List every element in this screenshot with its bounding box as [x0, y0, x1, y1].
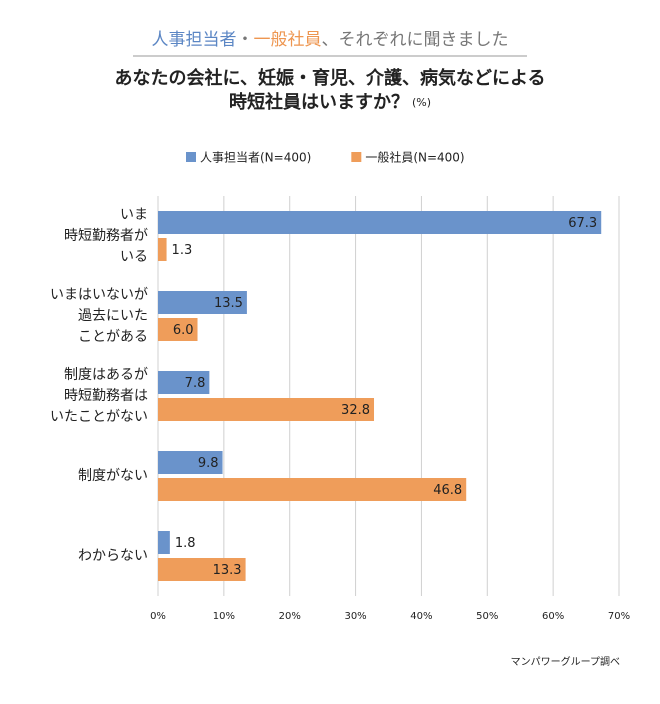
y-tick-label-line: いま	[120, 207, 148, 223]
x-tick-label: 0%	[150, 611, 166, 622]
bar	[158, 371, 210, 394]
subtitle: 人事担当者・一般社員、それぞれに聞きました	[152, 30, 509, 50]
bar	[158, 478, 467, 501]
bar	[158, 451, 223, 474]
value-label: 13.5	[214, 296, 243, 311]
y-tick-label-line: わからない	[78, 548, 148, 564]
bar	[158, 291, 247, 314]
value-label: 13.3	[213, 563, 242, 578]
subtitle-part: 一般社員	[254, 30, 322, 50]
chart-title: 時短社員はいますか？	[229, 91, 409, 113]
subtitle-part: 、それぞれに聞きました	[322, 30, 509, 50]
y-tick-label-line: 過去にいた	[78, 308, 148, 324]
value-label: 9.8	[198, 456, 219, 471]
y-tick-label-line: いる	[120, 249, 148, 265]
y-tick-label-line: いたことがない	[50, 409, 148, 425]
x-tick-label: 30%	[344, 611, 366, 622]
chart-title: 時短社員はいますか？ (%)	[229, 91, 431, 113]
bar	[158, 211, 602, 234]
x-tick-label: 10%	[213, 611, 235, 622]
source: マンパワーグループ調べ	[511, 655, 620, 668]
y-tick-label-line: 時短勤務者は	[64, 388, 148, 404]
bar	[158, 558, 246, 581]
x-tick-label: 60%	[542, 611, 564, 622]
unit: (%)	[412, 96, 431, 109]
y-tick-label-line: ことがある	[78, 329, 148, 345]
y-tick-label: いまはいないが過去にいたことがある	[50, 287, 148, 345]
value-label: 46.8	[433, 483, 462, 498]
subtitle-part: 人事担当者	[152, 30, 237, 50]
legend-swatch	[186, 152, 196, 162]
x-tick-label: 50%	[476, 611, 498, 622]
value-label: 1.3	[172, 243, 193, 258]
legend-label: 人事担当者(N=400)	[200, 151, 311, 165]
y-tick-label-line: 制度がない	[78, 468, 148, 484]
y-tick-label-line: いまはいないが	[50, 287, 148, 303]
x-tick-label: 40%	[410, 611, 432, 622]
value-label: 1.8	[175, 536, 196, 551]
x-tick-label: 20%	[279, 611, 301, 622]
bar	[158, 238, 167, 261]
value-label: 67.3	[568, 216, 597, 231]
x-tick-label: 70%	[608, 611, 630, 622]
y-tick-label: 制度がない	[78, 468, 148, 484]
bar	[158, 318, 198, 341]
y-tick-label-line: 制度はあるが	[64, 367, 148, 383]
legend-label: 一般社員(N=400)	[365, 150, 464, 165]
legend-swatch	[351, 152, 362, 162]
y-tick-label-line: 時短勤務者が	[64, 228, 148, 244]
y-tick-label: 制度はあるが時短勤務者はいたことがない	[50, 367, 148, 425]
value-label: 32.8	[341, 403, 370, 418]
y-tick-label: わからない	[78, 548, 148, 564]
chart-title: あなたの会社に、妊娠・育児、介護、病気などによる	[115, 67, 546, 89]
bar	[158, 531, 170, 554]
y-tick-label: いま時短勤務者がいる	[64, 207, 148, 265]
subtitle-part: ・	[237, 30, 254, 50]
value-label: 7.8	[185, 376, 206, 391]
value-label: 6.0	[173, 323, 194, 338]
bar	[158, 398, 375, 421]
